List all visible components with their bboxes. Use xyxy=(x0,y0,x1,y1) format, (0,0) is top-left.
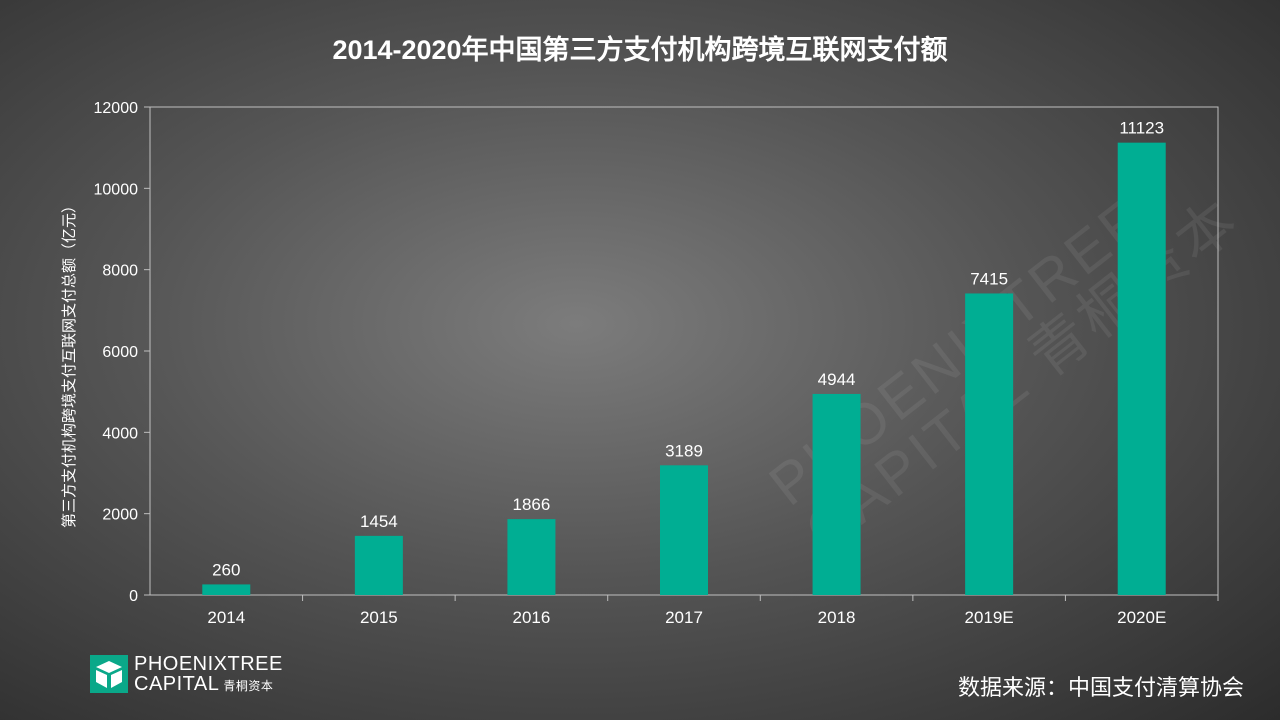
y-axis-title: 第三方支付机构跨境支付互联网支付总额（亿元） xyxy=(60,198,78,528)
logo-text-cn: 青桐资本 xyxy=(223,679,274,693)
x-tick-label: 2015 xyxy=(360,608,398,627)
y-tick-label: 12000 xyxy=(94,100,139,117)
data-source-note: 数据来源：中国支付清算协会 xyxy=(957,675,1244,700)
x-tick-label: 2018 xyxy=(818,608,856,627)
bar xyxy=(354,535,403,595)
logo-text-line1: PHOENIXTREE xyxy=(134,653,283,675)
bar-data-label: 4944 xyxy=(818,370,856,389)
bar-data-label: 1866 xyxy=(513,495,551,514)
bar xyxy=(812,393,861,595)
bar xyxy=(1117,142,1166,595)
bar xyxy=(965,293,1014,595)
bar xyxy=(202,584,251,595)
y-tick-label: 2000 xyxy=(102,507,138,524)
bar xyxy=(507,519,556,595)
y-tick-label: 8000 xyxy=(102,263,138,280)
bar-data-label: 1454 xyxy=(360,512,398,531)
chart-title: 2014-2020年中国第三方支付机构跨境互联网支付额 xyxy=(332,35,948,65)
x-tick-label: 2019E xyxy=(965,608,1014,627)
bar-data-label: 7415 xyxy=(970,269,1008,288)
x-tick-label: 2020E xyxy=(1117,608,1166,627)
y-tick-label: 0 xyxy=(129,588,138,605)
bar-data-label: 3189 xyxy=(665,441,703,460)
bar xyxy=(660,465,708,595)
y-tick-label: 6000 xyxy=(102,344,138,361)
x-tick-label: 2014 xyxy=(207,608,245,627)
x-tick-label: 2016 xyxy=(513,608,551,627)
bar-data-label: 260 xyxy=(212,560,240,579)
logo-text-line2: CAPITAL 青桐资本 xyxy=(134,673,273,696)
y-tick-label: 4000 xyxy=(102,425,138,442)
bar-data-label: 11123 xyxy=(1119,119,1164,138)
y-tick-label: 10000 xyxy=(94,181,139,198)
logo-text-capital: CAPITAL xyxy=(134,673,220,695)
phoenixtree-logo-icon xyxy=(90,655,128,693)
x-tick-label: 2017 xyxy=(665,608,703,627)
